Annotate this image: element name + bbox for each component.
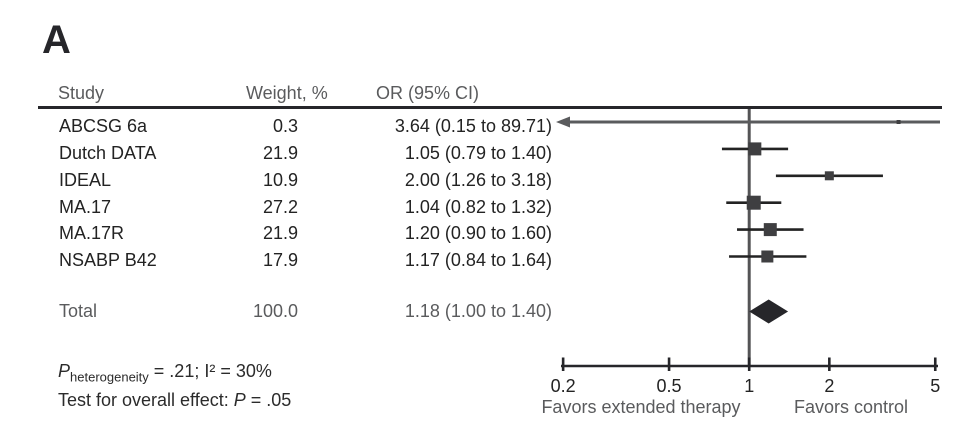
study-weight: 21.9 xyxy=(262,223,298,244)
study-name: IDEAL xyxy=(59,169,112,190)
study-name: Dutch DATA xyxy=(59,142,157,163)
study-or-value: 2.00 (1.26 to 3.18) xyxy=(404,169,552,190)
panel-label: A xyxy=(42,18,71,62)
study-row: Dutch DATA 21.9 1.05 (0.79 to 1.40) xyxy=(0,140,960,166)
axis-label-favors-extended: Favors extended therapy xyxy=(541,397,741,417)
study-row: NSABP B42 17.9 1.17 (0.84 to 1.64) xyxy=(0,247,960,273)
study-weight: 0.3 xyxy=(272,116,298,136)
p-symbol: P xyxy=(58,361,71,381)
study-or-value: 1.04 (0.82 to 1.32) xyxy=(404,196,552,217)
axis-label-favors-control: Favors control xyxy=(793,397,909,417)
study-name: ABCSG 6a xyxy=(59,116,148,136)
point-estimate-square xyxy=(824,171,834,181)
study-row: ABCSG 6a 0.3 3.64 (0.15 to 89.71) xyxy=(0,113,960,139)
point-estimate-square xyxy=(763,223,777,237)
header-rule xyxy=(38,106,942,109)
point-estimate-square xyxy=(896,120,901,124)
x-axis-tick-label: 1 xyxy=(744,376,754,396)
heterogeneity-stats: = .21; I² = 30% xyxy=(148,361,272,381)
study-or-value: 1.17 (0.84 to 1.64) xyxy=(404,250,552,271)
column-header-study: Study xyxy=(58,83,105,103)
point-estimate-square xyxy=(748,142,762,156)
study-row: IDEAL 10.9 2.00 (1.26 to 3.18) xyxy=(0,167,960,193)
study-name: MA.17R xyxy=(59,223,125,244)
footnotes: Pheterogeneity = .21; I² = 30% Test for … xyxy=(58,360,291,411)
column-header-or: OR (95% CI) xyxy=(376,83,480,103)
column-header-weight: Weight, % xyxy=(246,83,328,103)
point-estimate-square xyxy=(746,195,761,210)
total-or-value: 1.18 (1.00 to 1.40) xyxy=(404,301,552,321)
heterogeneity-footnote: Pheterogeneity = .21; I² = 30% xyxy=(58,360,291,389)
study-or-value: 1.05 (0.79 to 1.40) xyxy=(404,142,552,163)
x-axis-tick-label: 2 xyxy=(824,376,834,396)
point-estimate-square xyxy=(761,250,774,263)
total-weight: 100.0 xyxy=(252,301,298,321)
overall-effect-value: = .05 xyxy=(245,389,292,410)
study-name: MA.17 xyxy=(59,196,112,217)
study-weight: 10.9 xyxy=(262,169,298,190)
offscale-left-arrow xyxy=(556,116,570,128)
x-axis-tick-label: 0.2 xyxy=(551,376,576,396)
study-weight: 17.9 xyxy=(262,250,298,271)
x-axis-tick-label: 5 xyxy=(930,376,940,396)
study-row: MA.17 27.2 1.04 (0.82 to 1.32) xyxy=(0,194,960,220)
overall-effect-text: Test for overall effect: xyxy=(58,389,234,410)
total-diamond xyxy=(749,299,789,324)
total-label: Total xyxy=(59,301,98,321)
study-row: MA.17R 21.9 1.20 (0.90 to 1.60) xyxy=(0,220,960,246)
total-row: Total 100.0 1.18 (1.00 to 1.40) xyxy=(0,298,960,324)
study-or-value: 3.64 (0.15 to 89.71) xyxy=(394,116,552,136)
p-symbol: P xyxy=(233,389,246,410)
study-or-value: 1.20 (0.90 to 1.60) xyxy=(404,223,552,244)
study-weight: 21.9 xyxy=(262,142,298,163)
overall-effect-footnote: Test for overall effect: P = .05 xyxy=(58,389,291,411)
heterogeneity-subscript: heterogeneity xyxy=(70,369,149,385)
study-name: NSABP B42 xyxy=(59,250,157,271)
study-weight: 27.2 xyxy=(262,196,298,217)
x-axis-tick-label: 0.5 xyxy=(657,376,682,396)
